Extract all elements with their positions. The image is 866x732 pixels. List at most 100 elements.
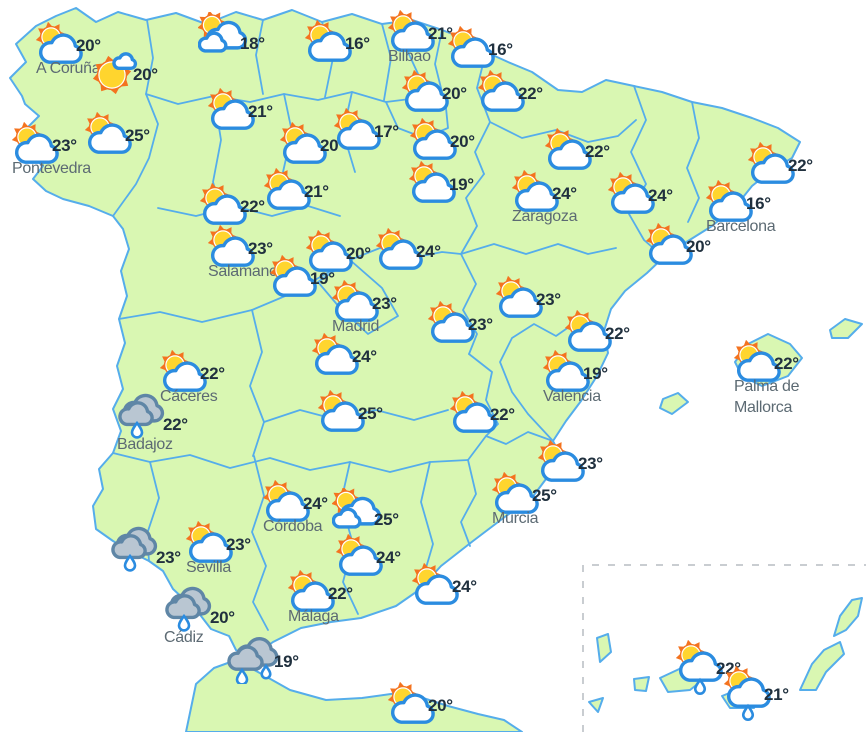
temperature-label: 20° bbox=[428, 696, 453, 715]
sun-cloud-icon bbox=[492, 472, 539, 514]
city-label: Cádiz bbox=[164, 629, 204, 646]
weather-point[interactable]: 25° bbox=[85, 112, 150, 156]
weather-point[interactable]: 23° bbox=[538, 440, 603, 484]
weather-point-cadiz[interactable]: 20° Cádiz bbox=[164, 578, 235, 649]
temperature-label: 20° bbox=[133, 65, 158, 84]
weather-point[interactable]: 23° bbox=[496, 276, 561, 320]
weather-point[interactable]: 22° bbox=[676, 640, 741, 698]
sun-cloud-icon bbox=[646, 223, 693, 265]
sun-cloud-icon bbox=[263, 480, 310, 522]
weather-point[interactable]: 19° bbox=[409, 161, 474, 205]
weather-point-bilbao[interactable]: 21° Bilbao bbox=[388, 10, 453, 68]
weather-point[interactable]: 20° bbox=[402, 70, 467, 114]
temperature-label: 22° bbox=[490, 405, 515, 424]
sun-cloud-icon bbox=[280, 122, 327, 164]
weather-point[interactable]: 20° bbox=[306, 230, 371, 274]
weather-point[interactable]: 22° bbox=[478, 70, 543, 114]
weather-point-cordoba[interactable]: 24° Córdoba bbox=[263, 480, 328, 538]
weather-point[interactable]: 25° bbox=[318, 390, 383, 434]
sun-cloud-drop-icon bbox=[676, 640, 723, 695]
weather-point[interactable]: 19° bbox=[226, 628, 299, 684]
weather-point[interactable]: 22° bbox=[200, 183, 265, 227]
temperature-label: 22° bbox=[240, 197, 265, 216]
weather-point[interactable]: 24° bbox=[412, 563, 477, 607]
weather-point[interactable]: 22° bbox=[450, 391, 515, 435]
city-label: Sevilla bbox=[186, 559, 232, 576]
temperature-label: 21° bbox=[304, 182, 329, 201]
sun-cloud-icon bbox=[410, 118, 457, 160]
weather-point-caceres[interactable]: 22° Cáceres bbox=[160, 350, 225, 408]
weather-point-zaragoza[interactable]: 24° Zaragoza bbox=[512, 170, 578, 228]
weather-point[interactable]: 23° bbox=[110, 518, 181, 572]
weather-point[interactable]: 22° bbox=[565, 310, 630, 354]
weather-point[interactable]: 24° bbox=[376, 228, 441, 272]
weather-point[interactable]: 22° bbox=[545, 128, 610, 172]
weather-point[interactable]: 21° bbox=[208, 88, 273, 132]
sun-cloud-icon bbox=[306, 230, 353, 272]
sun-two-clouds-icon bbox=[198, 12, 248, 53]
weather-point[interactable]: 24° bbox=[312, 333, 377, 377]
weather-point-murcia[interactable]: 25° Murcia bbox=[492, 472, 557, 530]
sun-cloud-icon bbox=[312, 333, 359, 375]
weather-point[interactable]: 23° bbox=[428, 301, 493, 345]
sun-cloud-icon bbox=[388, 682, 435, 724]
sun-cloud-icon bbox=[36, 22, 83, 64]
weather-point[interactable]: 22° bbox=[748, 142, 813, 186]
weather-point-sevilla[interactable]: 23° Sevilla bbox=[186, 521, 251, 579]
city-label: Murcia bbox=[492, 510, 539, 527]
weather-point[interactable]: 20° bbox=[646, 223, 711, 267]
weather-point-palma-de-mallorca[interactable]: 22° Palma de Mallorca bbox=[734, 340, 800, 419]
weather-point[interactable]: 21° bbox=[724, 666, 789, 724]
fuerteventura-island bbox=[799, 641, 845, 691]
weather-point[interactable]: 20° bbox=[88, 46, 158, 98]
weather-point[interactable]: 20° bbox=[410, 118, 475, 162]
temperature-label: 17° bbox=[374, 122, 399, 141]
sun-cloud-icon bbox=[318, 390, 365, 432]
city-label: A Coruña bbox=[36, 60, 101, 77]
weather-point[interactable]: 17° bbox=[334, 108, 399, 152]
sun-cloud-icon bbox=[208, 225, 255, 267]
weather-point[interactable]: 16° bbox=[305, 20, 370, 64]
temperature-label: 19° bbox=[449, 175, 474, 194]
weather-point-madrid[interactable]: 23° Madrid bbox=[332, 280, 397, 338]
weather-point[interactable]: 16° bbox=[448, 26, 513, 70]
weather-point-valencia[interactable]: 19° Valencia bbox=[543, 350, 608, 408]
sun-cloud-icon bbox=[706, 180, 753, 222]
temperature-label: 23° bbox=[226, 535, 251, 554]
lanzarote-island bbox=[833, 597, 863, 637]
weather-point[interactable]: 18° bbox=[198, 12, 265, 60]
sun-cloud-icon bbox=[200, 183, 247, 225]
city-label: Valencia bbox=[543, 388, 601, 405]
weather-point-badajoz[interactable]: 22° Badajoz bbox=[117, 385, 188, 456]
temperature-label: 16° bbox=[746, 194, 771, 213]
weather-point-a-coruna[interactable]: 20° A Coruña bbox=[36, 22, 101, 80]
temperature-label: 24° bbox=[552, 184, 577, 203]
sun-cloud-drop-icon bbox=[724, 666, 771, 721]
weather-point-salamanca[interactable]: 23° Salamanca bbox=[208, 225, 286, 283]
temperature-label: 20° bbox=[76, 36, 101, 55]
sun-cloud-icon bbox=[376, 228, 423, 270]
weather-point-malaga[interactable]: 22° Málaga bbox=[288, 570, 353, 628]
weather-point[interactable]: 19° bbox=[270, 255, 335, 299]
temperature-label: 23° bbox=[52, 136, 77, 155]
city-label: Pontevedra bbox=[12, 160, 91, 177]
sun-cloud-icon bbox=[543, 350, 590, 392]
weather-point[interactable]: 20° bbox=[388, 682, 453, 726]
weather-point[interactable]: 25° bbox=[332, 488, 399, 536]
rain-gray-icon bbox=[118, 393, 165, 439]
temperature-label: 21° bbox=[428, 24, 453, 43]
temperature-label: 19° bbox=[310, 269, 335, 288]
weather-point[interactable]: 24° bbox=[608, 172, 673, 216]
city-label: Badajoz bbox=[117, 436, 173, 453]
la-palma-island bbox=[596, 633, 612, 663]
sun-cloud-icon bbox=[428, 301, 475, 343]
weather-point[interactable]: 24° bbox=[336, 534, 401, 578]
temperature-label: 22° bbox=[200, 364, 225, 383]
city-label: Málaga bbox=[288, 608, 339, 625]
sun-cloud-icon bbox=[412, 563, 459, 605]
weather-point-barcelona[interactable]: 16° Barcelona bbox=[706, 180, 776, 238]
weather-point-pontevedra[interactable]: 23° Pontevedra bbox=[12, 122, 91, 180]
temperature-label: 23° bbox=[468, 315, 493, 334]
weather-point[interactable]: 21° bbox=[264, 168, 329, 212]
temperature-label: 16° bbox=[488, 40, 513, 59]
